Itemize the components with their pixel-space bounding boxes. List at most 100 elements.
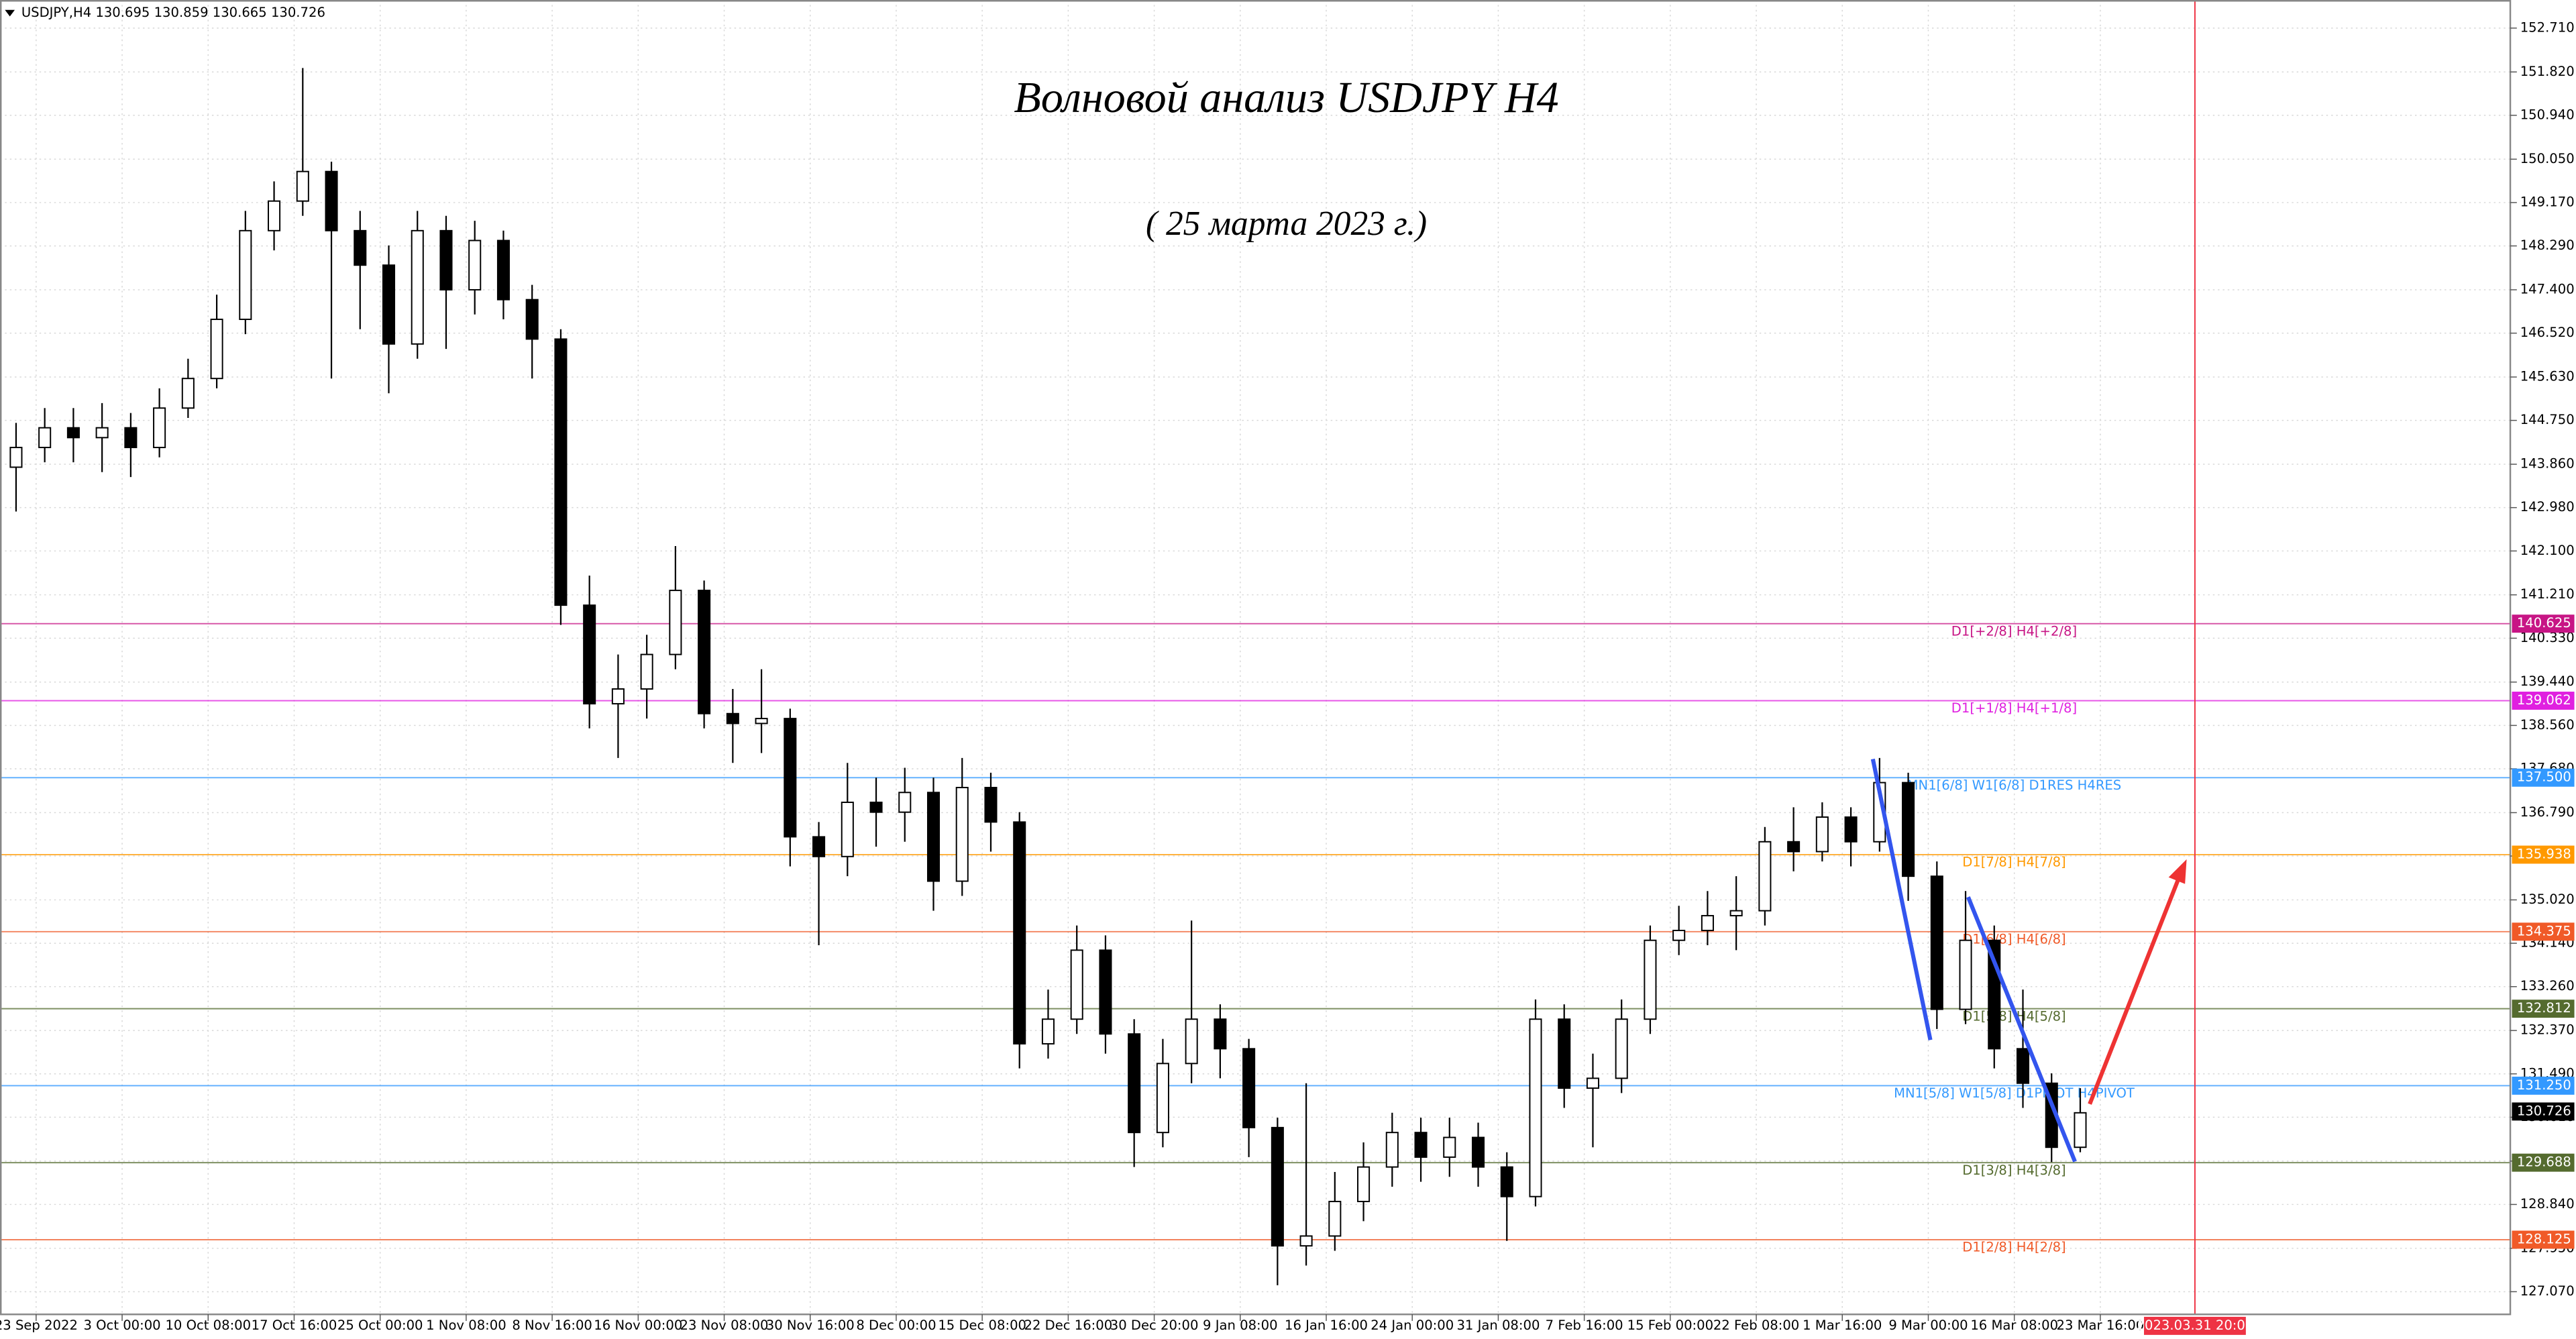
candle-body bbox=[66, 427, 80, 439]
candle-body bbox=[1328, 1201, 1342, 1237]
candle-body bbox=[1214, 1018, 1227, 1050]
x-tick-label: 30 Dec 20:00 bbox=[1110, 1318, 1199, 1333]
y-tick-label: 143.860 bbox=[2520, 456, 2575, 472]
x-tick-label: 31 Jan 08:00 bbox=[1456, 1318, 1540, 1333]
candle-body bbox=[210, 319, 223, 380]
candle-body bbox=[239, 229, 252, 321]
y-tick-label: 147.400 bbox=[2520, 281, 2575, 297]
y-tick-label: 142.980 bbox=[2520, 499, 2575, 515]
candle-body bbox=[611, 688, 625, 705]
candle-body bbox=[1128, 1033, 1141, 1134]
x-tick-label: 9 Jan 08:00 bbox=[1203, 1318, 1278, 1333]
y-tick-label: 151.820 bbox=[2520, 64, 2575, 79]
symbol-info: USDJPY,H4 130.695 130.859 130.665 130.72… bbox=[21, 5, 325, 20]
y-tick-label: 139.440 bbox=[2520, 674, 2575, 689]
candle-body bbox=[955, 786, 969, 882]
level-tag bbox=[2512, 922, 2575, 941]
candle-body bbox=[1041, 1018, 1055, 1045]
candle-body bbox=[1729, 910, 1743, 916]
price-tag-label: 130.726 bbox=[2517, 1103, 2571, 1118]
y-tick-label: 150.050 bbox=[2520, 151, 2575, 166]
candle-body bbox=[2074, 1112, 2087, 1148]
level-text: D1[2/8] H4[2/8] bbox=[1962, 1240, 2066, 1255]
level-tag bbox=[2512, 845, 2575, 864]
y-tick-label: 142.100 bbox=[2520, 543, 2575, 558]
y-tick-label: 148.290 bbox=[2520, 237, 2575, 253]
candle-body bbox=[38, 427, 52, 449]
x-tick-label: 17 Oct 16:00 bbox=[252, 1318, 337, 1333]
candle-body bbox=[1500, 1166, 1513, 1197]
candle-body bbox=[9, 447, 23, 468]
x-tick-label: 23 Mar 16:00 bbox=[2057, 1318, 2145, 1333]
y-tick-label: 144.750 bbox=[2520, 412, 2575, 427]
candle-body bbox=[1959, 939, 1972, 1010]
candle-body bbox=[354, 229, 367, 266]
time-tag-label: 2023.03.31 20:00 bbox=[2137, 1318, 2254, 1333]
x-tick-label: 15 Dec 08:00 bbox=[938, 1318, 1026, 1333]
x-tick-label: 10 Oct 08:00 bbox=[165, 1318, 251, 1333]
level-tag-label: 134.375 bbox=[2517, 923, 2571, 939]
candle-body bbox=[1013, 821, 1026, 1045]
candle-body bbox=[1902, 782, 1915, 877]
candle-body bbox=[1156, 1063, 1169, 1134]
x-tick-label: 8 Dec 00:00 bbox=[856, 1318, 936, 1333]
level-tag bbox=[2512, 1076, 2575, 1095]
candle-body bbox=[1414, 1132, 1428, 1158]
level-tag bbox=[2512, 768, 2575, 787]
y-tick-label: 127.070 bbox=[2520, 1283, 2575, 1299]
grid bbox=[0, 0, 2511, 1315]
y-tick-label: 152.710 bbox=[2520, 19, 2575, 35]
candle-body bbox=[1672, 930, 1686, 941]
level-tag bbox=[2512, 614, 2575, 633]
y-tick-label: 128.840 bbox=[2520, 1196, 2575, 1212]
candle-body bbox=[1844, 816, 1858, 843]
candle-body bbox=[812, 836, 826, 857]
y-tick-label: 138.560 bbox=[2520, 717, 2575, 733]
x-tick-label: 25 Oct 00:00 bbox=[337, 1318, 423, 1333]
candle-body bbox=[784, 718, 797, 838]
candle-body bbox=[1385, 1132, 1399, 1168]
level-tag-label: 128.125 bbox=[2517, 1231, 2571, 1246]
level-tag-label: 140.625 bbox=[2517, 615, 2571, 631]
level-tag-label: 132.812 bbox=[2517, 1000, 2571, 1016]
x-tick-label: 15 Feb 00:00 bbox=[1627, 1318, 1713, 1333]
chart-subtitle: ( 25 марта 2023 г.) bbox=[1146, 205, 1427, 243]
y-tick-label: 149.170 bbox=[2520, 194, 2575, 209]
y-tick-label: 140.330 bbox=[2520, 630, 2575, 645]
x-tick-label: 24 Jan 00:00 bbox=[1371, 1318, 1454, 1333]
candles bbox=[9, 68, 2087, 1285]
y-tick-label: 146.520 bbox=[2520, 325, 2575, 340]
menu-triangle bbox=[5, 9, 15, 17]
candle-body bbox=[1070, 949, 1083, 1020]
chart-title: Волновой анализ USDJPY H4 bbox=[1014, 73, 1558, 122]
x-tick-label: 22 Dec 16:00 bbox=[1024, 1318, 1113, 1333]
candle-body bbox=[583, 604, 596, 705]
price-tag bbox=[2512, 1102, 2575, 1121]
y-tick-label: 132.370 bbox=[2520, 1022, 2575, 1038]
x-tick-label: 8 Nov 16:00 bbox=[512, 1318, 592, 1333]
candle-body bbox=[468, 239, 482, 290]
candle-body bbox=[268, 200, 281, 231]
level-tag bbox=[2512, 692, 2575, 710]
wave-line bbox=[1870, 758, 1933, 1040]
candle-body bbox=[1271, 1126, 1284, 1247]
level-tag bbox=[2512, 1230, 2575, 1249]
candle-body bbox=[926, 792, 941, 882]
y-tick-label: 133.260 bbox=[2520, 978, 2575, 994]
level-text: D1[+1/8] H4[+1/8] bbox=[1951, 700, 2077, 716]
candle-body bbox=[2016, 1048, 2030, 1084]
x-tick-label: 30 Nov 16:00 bbox=[766, 1318, 855, 1333]
x-tick-label: 1 Nov 08:00 bbox=[426, 1318, 506, 1333]
candle-body bbox=[669, 590, 682, 655]
level-text: D1[3/8] H4[3/8] bbox=[1962, 1163, 2066, 1178]
x-tick-label: 3 Oct 00:00 bbox=[83, 1318, 160, 1333]
x-tick-label: 1 Mar 16:00 bbox=[1803, 1318, 1882, 1333]
candle-body bbox=[153, 407, 166, 449]
level-tag-label: 139.062 bbox=[2517, 692, 2571, 708]
candle-body bbox=[1930, 875, 1943, 1010]
candle-body bbox=[124, 427, 138, 449]
candle-body bbox=[1357, 1166, 1371, 1203]
candle-body bbox=[382, 264, 396, 345]
